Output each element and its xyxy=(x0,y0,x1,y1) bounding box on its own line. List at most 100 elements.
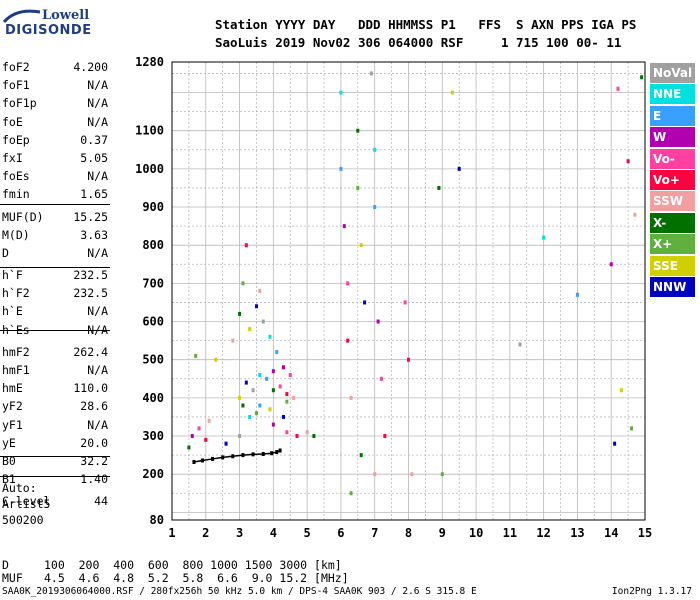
auto-label: Auto: xyxy=(2,481,37,495)
data-point xyxy=(285,399,289,404)
separator xyxy=(0,456,110,457)
data-point xyxy=(244,380,248,385)
data-point xyxy=(275,350,279,355)
legend-entry: SSW xyxy=(650,191,695,212)
data-point xyxy=(204,437,208,442)
param-group-profile: hmF2 262.4 hmF1 N/A hmE 110.0 yF2 28.6 yF1 N/A yE 2… xyxy=(2,343,108,489)
param-name: hmE xyxy=(2,381,23,396)
param-name: B0 xyxy=(2,453,16,468)
data-point xyxy=(241,281,245,286)
x-tick-label: 1 xyxy=(168,526,175,540)
data-point xyxy=(339,166,343,171)
param-value: 44 xyxy=(94,494,108,509)
param-row: foF2 4.200 xyxy=(2,58,108,76)
param-name: yE xyxy=(2,435,16,450)
data-point xyxy=(342,224,346,229)
muf-label: MUF xyxy=(2,571,23,585)
param-name: fxI xyxy=(2,150,23,165)
param-value: 232.5 xyxy=(73,286,108,301)
data-point xyxy=(616,86,620,91)
param-value: 0.37 xyxy=(80,132,108,147)
param-name: foF1 xyxy=(2,78,30,93)
param-row: B0 32.2 xyxy=(2,452,108,470)
header-row2: SaoLuis 2019 Nov02 306 064000 RSF 1 715 … xyxy=(215,35,622,50)
data-point xyxy=(281,365,285,370)
data-point xyxy=(349,395,353,400)
param-row-clevel: C-level 44 xyxy=(2,492,108,510)
param-value: N/A xyxy=(87,78,108,93)
data-point xyxy=(518,342,522,347)
data-point xyxy=(197,426,201,431)
data-point xyxy=(285,430,289,435)
data-point xyxy=(261,319,265,324)
param-name: foEs xyxy=(2,169,30,184)
param-value: 1.40 xyxy=(80,472,108,487)
data-point xyxy=(285,392,289,397)
data-point xyxy=(359,243,363,248)
param-value: N/A xyxy=(87,245,108,260)
param-value: N/A xyxy=(87,169,108,184)
data-point xyxy=(542,235,546,240)
param-row: B1 1.40 xyxy=(2,470,108,488)
data-point xyxy=(369,71,373,76)
data-point xyxy=(224,441,228,446)
x-tick-label: 3 xyxy=(236,526,243,540)
param-value: 20.0 xyxy=(80,435,108,450)
y-tick-label: 1000 xyxy=(135,162,164,176)
param-value: 232.5 xyxy=(73,268,108,283)
data-point xyxy=(373,147,377,152)
separator xyxy=(0,330,110,331)
param-row: h`Es N/A xyxy=(2,321,108,339)
data-point xyxy=(359,453,363,458)
y-tick-label: 1280 xyxy=(135,55,164,69)
legend-entry: X+ xyxy=(650,234,695,255)
legend-entry: Vo+ xyxy=(650,169,695,191)
distance-values: 100 200 400 600 800 1000 1500 3000 [km] xyxy=(44,558,342,572)
data-point xyxy=(373,205,377,210)
param-row: M(D) 3.63 xyxy=(2,226,108,244)
param-value: N/A xyxy=(87,322,108,337)
data-point xyxy=(238,311,242,316)
data-point xyxy=(457,166,461,171)
param-row: foF1 N/A xyxy=(2,76,108,94)
data-point xyxy=(268,334,272,339)
data-point xyxy=(258,403,262,408)
x-tick-label: 11 xyxy=(503,526,517,540)
param-name: foF2 xyxy=(2,60,30,74)
param-name: foE xyxy=(2,114,23,129)
param-value: 262.4 xyxy=(73,344,108,359)
y-tick-label: 1100 xyxy=(135,124,164,138)
x-tick-label: 6 xyxy=(337,526,344,540)
separator xyxy=(0,267,110,268)
data-point xyxy=(305,430,309,435)
data-point xyxy=(278,384,282,389)
data-point xyxy=(437,185,441,190)
data-point xyxy=(258,289,262,293)
data-point xyxy=(379,376,383,381)
param-row: foE N/A xyxy=(2,113,108,131)
parameter-list: foF2 4.200 foF1 N/A foF1p N/A foE N/A foEp 0.37 fx… xyxy=(2,58,108,511)
param-name: yF1 xyxy=(2,417,23,432)
logo-line1: Lowell xyxy=(42,8,90,23)
data-point xyxy=(440,472,444,477)
data-point xyxy=(356,128,360,133)
data-point xyxy=(626,159,630,164)
data-point xyxy=(258,372,262,377)
param-name: h`F xyxy=(2,268,23,283)
legend-entry: NoVal xyxy=(650,63,695,84)
data-point xyxy=(633,212,637,217)
data-point xyxy=(187,445,191,450)
logo-line2: DIGISONDE xyxy=(5,23,92,38)
legend-entry: NNE xyxy=(650,84,695,105)
data-point xyxy=(575,292,579,297)
y-tick-label: 900 xyxy=(142,200,164,214)
param-row: foF1p N/A xyxy=(2,94,108,112)
param-name: D xyxy=(2,245,9,260)
param-row: foEp 0.37 xyxy=(2,131,108,149)
param-value: 1.65 xyxy=(80,187,108,202)
param-name: hmF2 xyxy=(2,344,30,359)
param-name: foEp xyxy=(2,132,30,147)
data-point xyxy=(281,414,285,419)
y-tick-label: 700 xyxy=(142,276,164,290)
